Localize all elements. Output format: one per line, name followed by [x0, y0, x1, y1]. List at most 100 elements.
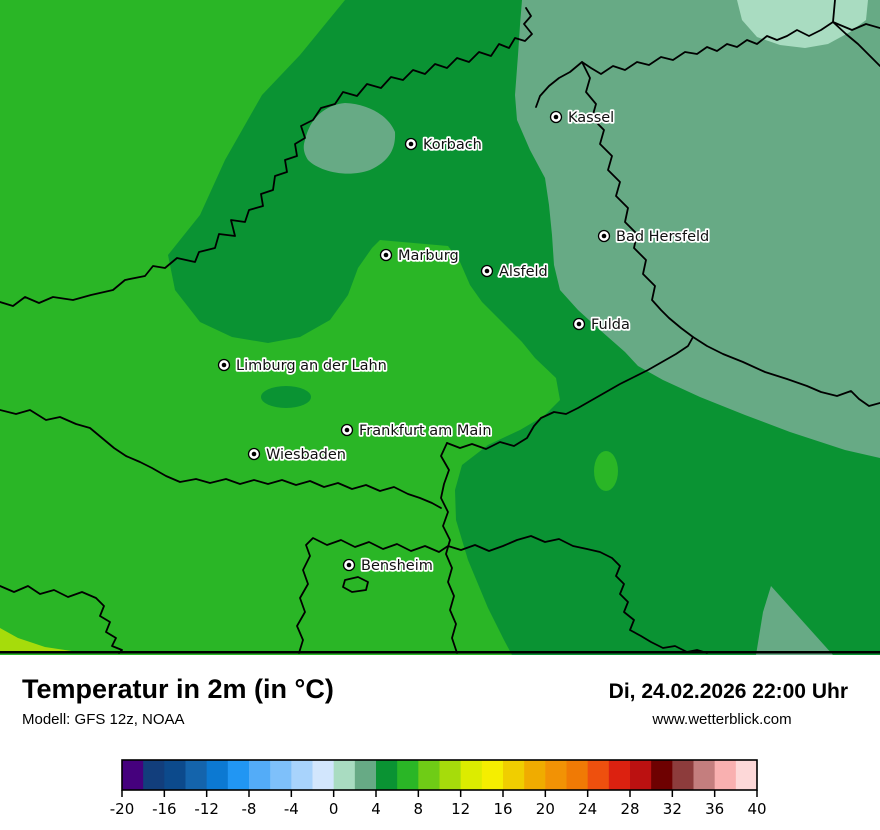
region-temp-4-6-blob [261, 386, 311, 408]
border-south-west [0, 585, 123, 654]
temperature-map: Kassel Korbach Bad Hersfeld Marburg Alsfeld F… [0, 0, 880, 655]
city-label: Wiesbaden [266, 447, 346, 463]
colorbar-tick-label: 20 [536, 800, 555, 818]
colorbar-cell-4c [376, 760, 398, 790]
region-temp-2-4-bottom-wedge [756, 586, 833, 655]
colorbar-cell-2c [354, 760, 377, 790]
border-north-spur [832, 0, 880, 67]
colorbar-cell--6c [270, 760, 292, 790]
city-marker-dot [383, 252, 389, 258]
colorbar-legend: -20 -16 -12 -8 -4 0 4 8 12 16 20 24 28 32 36 40 [110, 759, 767, 818]
colorbar-cell--18c [143, 760, 165, 790]
colorbar-tick-label: 28 [620, 800, 639, 818]
colorbar-cell-30c [651, 760, 673, 790]
city-markers: Kassel Korbach Bad Hersfeld Marburg Alsfeld F… [217, 108, 711, 576]
colorbar-tick-label: -20 [110, 800, 135, 818]
city-marker-dot [601, 233, 607, 239]
city-kassel: Kassel [549, 108, 616, 128]
city-label: Kassel [568, 110, 614, 126]
colorbar-tick-label: 40 [747, 800, 766, 818]
region-temp-2-4-korbach-patch [303, 103, 396, 174]
colorbar-tick-label: 32 [663, 800, 682, 818]
city-marburg: Marburg [379, 246, 460, 266]
colorbar-tick-label: 36 [705, 800, 724, 818]
colorbar-cell-26c [608, 760, 631, 790]
colorbar-cell--20c [122, 760, 144, 790]
colorbar-cell-32c [672, 760, 694, 790]
colorbar-tick-label: 12 [451, 800, 470, 818]
city-label: Bad Hersfeld [616, 229, 709, 245]
colorbar-tick-label: 24 [578, 800, 597, 818]
region-temp-2-4 [515, 0, 880, 458]
city-marker-dot [251, 451, 257, 457]
city-marker-dot [408, 141, 414, 147]
region-temp-8-10 [0, 628, 85, 653]
colorbar-cell-8c [418, 760, 440, 790]
model-info: Modell: GFS 12z, NOAA [22, 711, 185, 728]
border-enclave [342, 576, 369, 593]
city-fulda: Fulda [572, 315, 632, 335]
colorbar-cell-10c [439, 760, 462, 790]
border-west [0, 7, 533, 307]
border-south [296, 535, 708, 654]
colorbar-cell-34c [693, 760, 716, 790]
city-label: Fulda [591, 317, 630, 333]
colorbar-tick-label: 0 [329, 800, 339, 818]
colorbar-tick-label: 8 [414, 800, 424, 818]
colorbar-tick-label: -16 [152, 800, 177, 818]
border-east [581, 61, 880, 407]
colorbar-tick-label: -12 [194, 800, 219, 818]
colorbar-cell-18c [524, 760, 546, 790]
border-rhein [0, 409, 442, 509]
region-temp-6-8-blob [594, 451, 618, 491]
page-title: Temperatur in 2m (in °C) [22, 674, 334, 704]
website-label: www.wetterblick.com [651, 711, 791, 728]
colorbar-cell--16c [164, 760, 186, 790]
colorbar-cell-12c [460, 760, 483, 790]
city-label: Marburg [398, 248, 459, 264]
state-borders [0, 0, 880, 654]
city-korbach: Korbach [404, 135, 484, 155]
colorbar-cell-20c [545, 760, 567, 790]
colorbar-tick-label: 4 [371, 800, 381, 818]
border-main-diagonal [446, 336, 694, 450]
city-marker-dot [346, 562, 352, 568]
colorbar-cell--2c [312, 760, 335, 790]
border-north [535, 21, 880, 108]
city-label: Limburg an der Lahn [236, 358, 387, 374]
info-bar: Temperatur in 2m (in °C) Modell: GFS 12z… [22, 674, 848, 728]
city-marker-dot [553, 114, 559, 120]
city-frankfurt-am-main: Frankfurt am Main [340, 421, 493, 441]
colorbar-cell--12c [206, 760, 229, 790]
colorbar-cell--14c [185, 760, 208, 790]
colorbar-cell-28c [630, 760, 652, 790]
colorbar-cell-22c [566, 760, 589, 790]
colorbar-cell-24c [587, 760, 610, 790]
city-label: Bensheim [361, 558, 433, 574]
city-bad-hersfeld: Bad Hersfeld [597, 227, 711, 247]
colorbar-cell-0c [333, 760, 356, 790]
city-label: Alsfeld [499, 264, 548, 280]
colorbar-cell-14c [481, 760, 504, 790]
city-wiesbaden: Wiesbaden [247, 445, 348, 465]
colorbar-cell-38c [735, 760, 758, 790]
city-label: Frankfurt am Main [359, 423, 492, 439]
map-bottom-rule [0, 651, 880, 654]
colorbar-frame [121, 759, 758, 791]
colorbar-cell--8c [249, 760, 271, 790]
region-temp-0-2 [737, 0, 868, 48]
city-marker-dot [484, 268, 490, 274]
city-label: Korbach [423, 137, 482, 153]
colorbar-tick-label: -8 [242, 800, 257, 818]
colorbar-cell-6c [397, 760, 419, 790]
colorbar-tick-label: -4 [284, 800, 299, 818]
city-bensheim: Bensheim [342, 556, 435, 576]
colorbar-tick-label: 16 [493, 800, 512, 818]
city-limburg-an-der-lahn: Limburg an der Lahn [217, 356, 389, 376]
datetime-label: Di, 24.02.2026 22:00 Uhr [609, 680, 848, 703]
city-marker-dot [344, 427, 350, 433]
city-alsfeld: Alsfeld [480, 262, 549, 282]
colorbar-cell--10c [227, 760, 250, 790]
colorbar-cell-16c [503, 760, 525, 790]
